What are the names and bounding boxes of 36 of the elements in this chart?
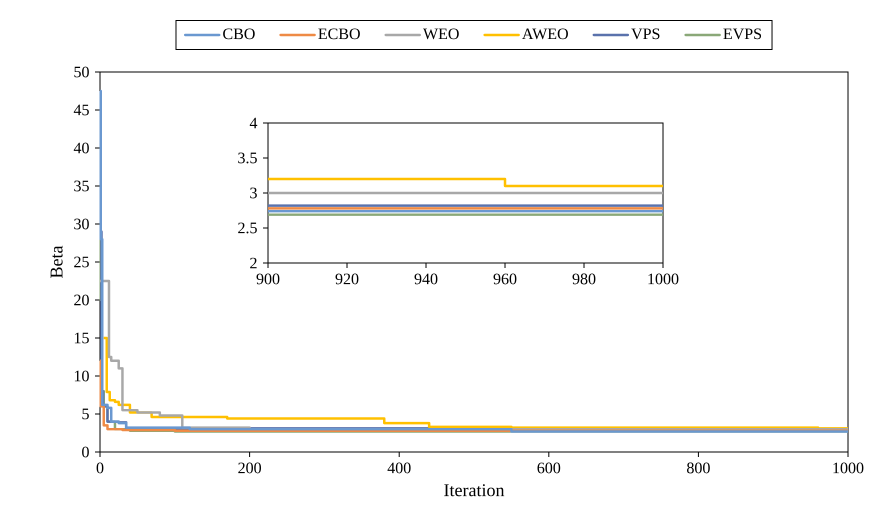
y-tick-label: 25: [74, 256, 89, 268]
y-tick-label: 2.5: [238, 222, 257, 234]
x-axis-title: Iteration: [444, 484, 504, 496]
y-axis-title: Beta: [50, 246, 63, 278]
y-tick-label: 2: [250, 258, 257, 268]
legend-label: CBO: [223, 28, 255, 40]
x-tick-label: 900: [256, 274, 280, 284]
legend-label: VPS: [631, 28, 660, 40]
x-tick-label: 0: [96, 462, 104, 474]
y-tick-label: 50: [74, 66, 89, 78]
x-tick-label: 1000: [648, 274, 678, 284]
x-tick-label: 800: [687, 462, 710, 474]
x-tick-label: 400: [388, 462, 411, 474]
y-tick-label: 40: [74, 142, 89, 154]
x-tick-label: 960: [494, 274, 516, 284]
y-tick-label: 3: [250, 188, 257, 198]
legend-label: EVPS: [723, 28, 762, 40]
legend-label: AWEO: [522, 28, 568, 40]
x-tick-label: 980: [572, 274, 596, 284]
y-tick-label: 10: [74, 370, 89, 382]
y-tick-label: 20: [74, 294, 89, 306]
y-tick-label: 0: [82, 446, 89, 458]
y-tick-label: 30: [74, 218, 89, 230]
y-tick-label: 35: [74, 180, 89, 192]
legend-label: WEO: [423, 28, 459, 40]
y-tick-label: 3.5: [238, 152, 257, 164]
x-tick-label: 600: [537, 462, 560, 474]
y-tick-label: 45: [74, 104, 89, 116]
x-tick-label: 200: [238, 462, 261, 474]
y-tick-label: 5: [82, 408, 89, 420]
legend-label: ECBO: [318, 28, 360, 40]
x-tick-label: 920: [336, 274, 358, 284]
y-tick-label: 4: [250, 118, 258, 128]
y-tick-label: 15: [74, 332, 89, 344]
x-tick-label: 1000: [833, 462, 864, 474]
x-tick-label: 940: [414, 274, 438, 284]
